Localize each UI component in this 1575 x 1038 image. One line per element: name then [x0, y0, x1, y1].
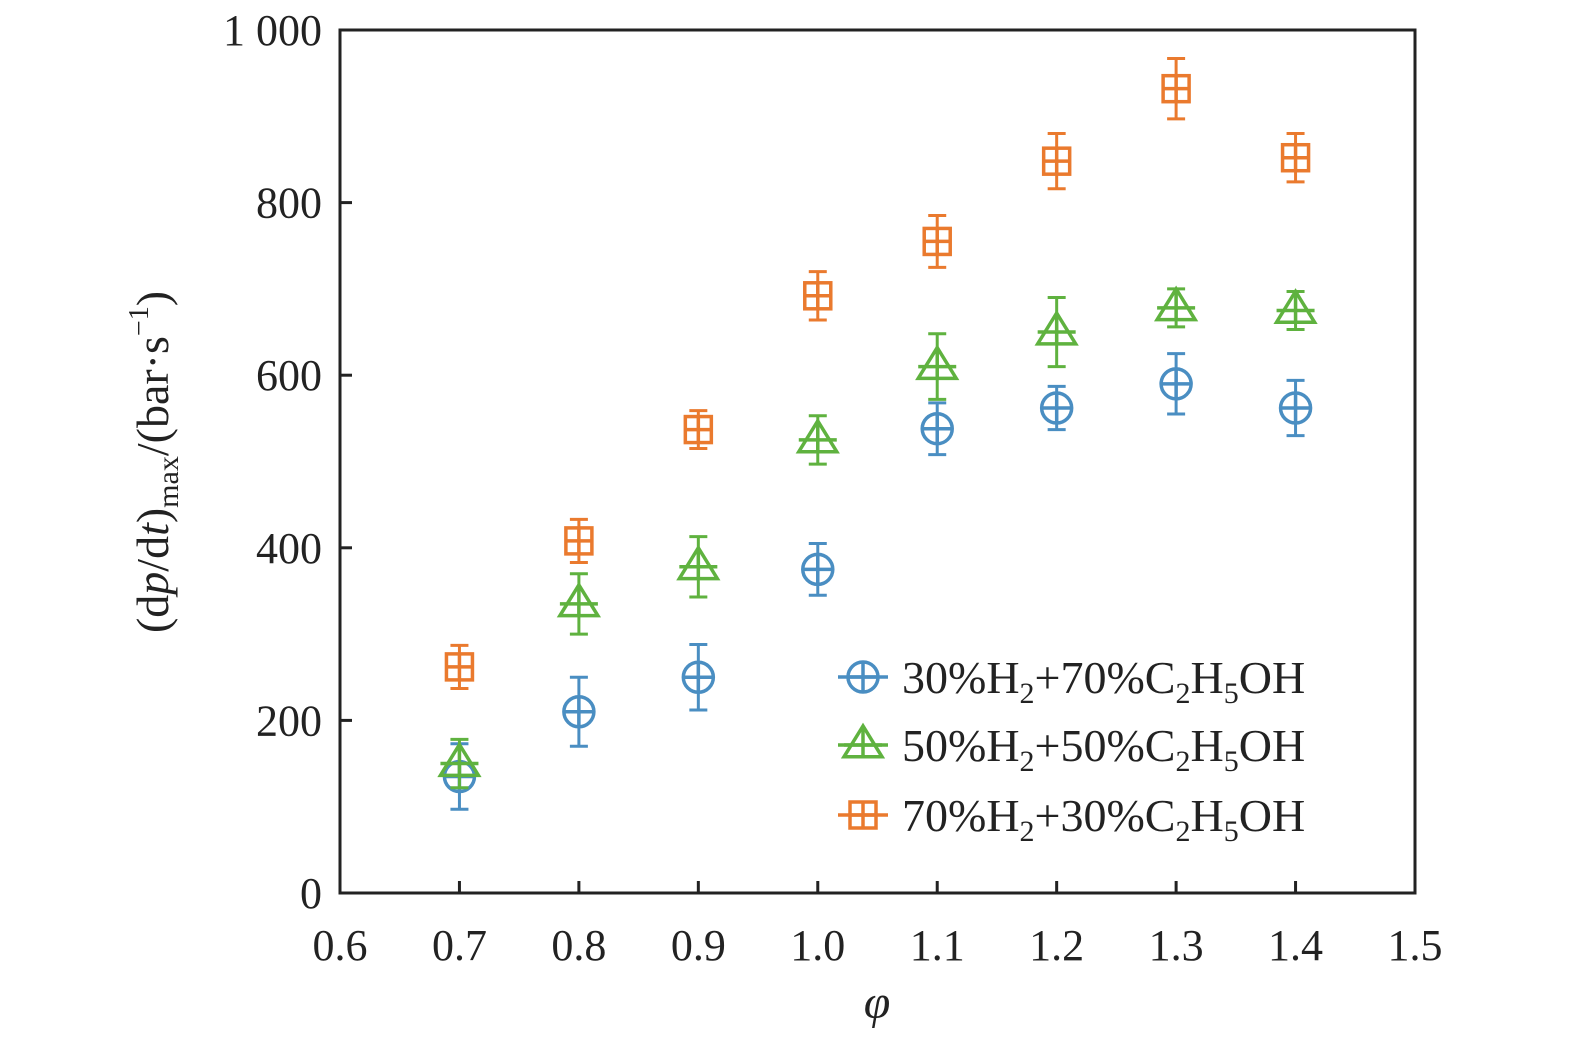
data-point: [920, 411, 954, 446]
x-axis-title: φ: [864, 976, 891, 1029]
data-point: [556, 581, 602, 618]
legend: 30%H2+70%C2H5OH 50%H2+50%C2H5OH 70%H2+30%C…: [838, 652, 1305, 848]
x-tick-label: 1.5: [1388, 921, 1443, 970]
legend-label: 30%H2+70%C2H5OH: [902, 652, 1305, 710]
x-tick-label: 0.8: [551, 921, 606, 970]
x-tick-label: 1.1: [910, 921, 965, 970]
series-1: [442, 352, 1313, 811]
legend-label: 70%H2+30%C2H5OH: [902, 790, 1305, 848]
data-point: [444, 652, 475, 682]
data-point: [1278, 391, 1313, 425]
legend-item: 30%H2+70%C2H5OH: [838, 652, 1305, 710]
x-tick-label: 0.9: [671, 921, 726, 970]
data-point: [564, 526, 594, 556]
legend-item: 70%H2+30%C2H5OH: [838, 790, 1305, 848]
data-point: [437, 741, 482, 778]
x-tick-label: 1.2: [1029, 921, 1084, 970]
data-point: [1034, 309, 1079, 346]
data-point: [683, 414, 714, 445]
y-tick-label: 1 000: [223, 6, 322, 55]
legend-marker: [846, 660, 880, 694]
data-point: [681, 660, 716, 694]
y-tick-label: 200: [256, 696, 322, 745]
x-tick-label: 0.6: [313, 921, 368, 970]
x-tick-label: 0.7: [432, 921, 487, 970]
legend-marker: [840, 722, 886, 759]
x-tick-label: 1.3: [1149, 921, 1204, 970]
series-3: [444, 56, 1311, 690]
legend-marker: [848, 800, 878, 830]
y-tick-label: 800: [256, 179, 322, 228]
legend-label: 50%H2+50%C2H5OH: [902, 720, 1305, 778]
y-tick-label: 400: [256, 524, 322, 573]
data-point: [1041, 146, 1072, 176]
series-2: [437, 285, 1318, 790]
data-point: [1159, 367, 1193, 401]
data-point: [803, 281, 833, 311]
y-tick-label: 0: [300, 869, 322, 918]
data-point: [562, 695, 596, 729]
plot-frame: [338, 28, 1417, 895]
x-tick-label: 1.0: [790, 921, 845, 970]
legend-item: 50%H2+50%C2H5OH: [838, 720, 1305, 778]
data-point: [1039, 391, 1074, 425]
data-point: [1273, 288, 1318, 325]
data-point: [1153, 285, 1199, 322]
x-axis-ticks: 0.6 0.7 0.8 0.9 1.0 1.1 1.2 1.3 1.4 1.5: [313, 881, 1443, 970]
x-tick-label: 1.4: [1268, 921, 1323, 970]
data-point: [801, 552, 835, 587]
series-layer: [437, 56, 1318, 811]
data-point: [922, 226, 952, 257]
data-point: [1161, 73, 1191, 104]
data-point: [676, 544, 721, 581]
y-axis-ticks: 0 200 400 600 800 1 000: [223, 6, 352, 918]
y-tick-label: 600: [256, 351, 322, 400]
y-axis-title: (dp/dt)max/(bar·s−1): [124, 291, 185, 633]
data-point: [1280, 142, 1311, 173]
data-point: [915, 344, 960, 381]
data-point: [795, 417, 840, 454]
